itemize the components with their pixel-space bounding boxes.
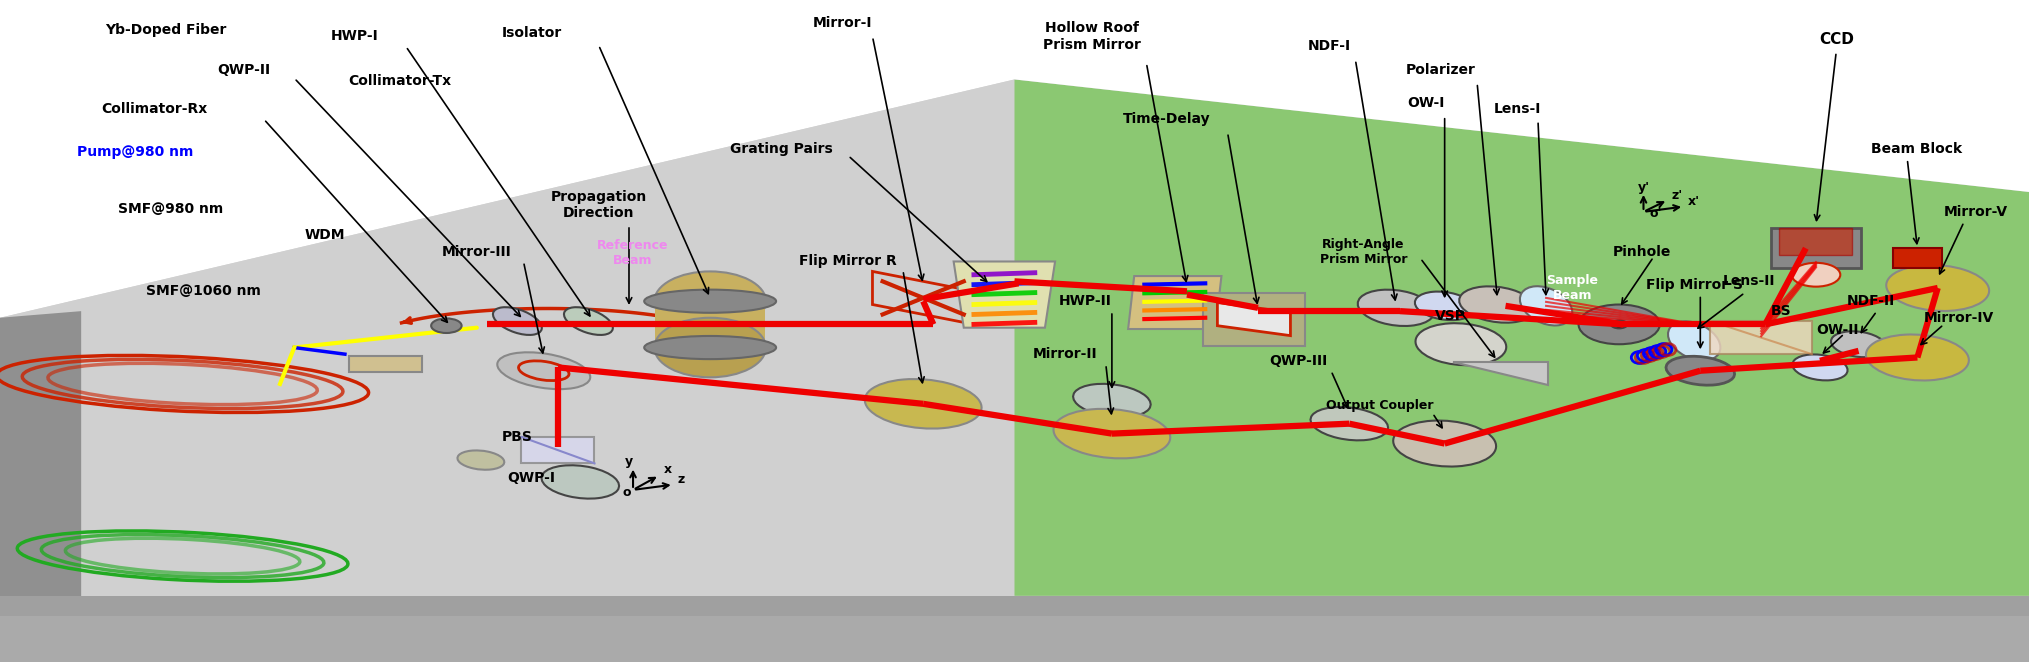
Text: Lens-I: Lens-I — [1493, 102, 1542, 117]
Polygon shape — [0, 311, 81, 616]
Text: QWP-III: QWP-III — [1270, 354, 1327, 368]
Ellipse shape — [542, 465, 619, 498]
Text: BS: BS — [1771, 304, 1792, 318]
Polygon shape — [872, 271, 974, 324]
Ellipse shape — [1416, 323, 1506, 365]
Polygon shape — [1128, 276, 1221, 329]
Ellipse shape — [1053, 409, 1171, 458]
Text: Propagation
Direction: Propagation Direction — [550, 190, 647, 220]
Text: Isolator: Isolator — [501, 26, 562, 40]
Polygon shape — [0, 0, 2029, 318]
Polygon shape — [1014, 79, 2029, 596]
Text: Flip Mirror S: Flip Mirror S — [1646, 277, 1743, 292]
Polygon shape — [1453, 362, 1548, 385]
Text: Mirror-V: Mirror-V — [1944, 205, 2009, 219]
Ellipse shape — [1792, 263, 1840, 287]
Text: QWP-I: QWP-I — [507, 471, 556, 485]
Ellipse shape — [1887, 265, 1988, 311]
Text: x: x — [663, 463, 672, 477]
Ellipse shape — [1579, 305, 1660, 344]
Text: Output Coupler: Output Coupler — [1327, 399, 1432, 412]
Ellipse shape — [645, 336, 775, 359]
Text: OW-II: OW-II — [1816, 322, 1859, 337]
Bar — [655, 301, 765, 348]
Text: Yb-Doped Fiber: Yb-Doped Fiber — [106, 23, 227, 37]
Ellipse shape — [457, 450, 505, 470]
Ellipse shape — [645, 290, 775, 312]
Bar — [1771, 228, 1861, 268]
Text: Polarizer: Polarizer — [1406, 62, 1475, 77]
Text: Pinhole: Pinhole — [1613, 244, 1672, 259]
Text: Beam Block: Beam Block — [1871, 142, 1962, 156]
Text: Sample
Beam: Sample Beam — [1546, 274, 1599, 302]
Text: o': o' — [1650, 207, 1662, 220]
Ellipse shape — [1414, 291, 1475, 320]
Polygon shape — [954, 261, 1055, 328]
Text: Lens-II: Lens-II — [1723, 274, 1775, 289]
Text: VSP: VSP — [1435, 309, 1467, 324]
Ellipse shape — [1668, 321, 1721, 361]
Text: Right-Angle
Prism Mirror: Right-Angle Prism Mirror — [1319, 238, 1408, 265]
Text: Collimator-Tx: Collimator-Tx — [349, 73, 450, 88]
Polygon shape — [0, 79, 2029, 616]
Ellipse shape — [653, 271, 767, 331]
Text: Mirror-III: Mirror-III — [442, 244, 511, 259]
Text: z: z — [678, 473, 686, 487]
Polygon shape — [1217, 303, 1290, 336]
Ellipse shape — [1311, 407, 1388, 440]
Text: y': y' — [1637, 181, 1650, 194]
Ellipse shape — [1520, 286, 1572, 326]
Ellipse shape — [1830, 331, 1887, 357]
Text: WDM: WDM — [304, 228, 345, 242]
Text: Mirror-I: Mirror-I — [812, 16, 872, 30]
Text: Grating Pairs: Grating Pairs — [730, 142, 832, 156]
Bar — [1893, 248, 1942, 268]
Text: QWP-II: QWP-II — [217, 62, 270, 77]
Text: x': x' — [1688, 195, 1700, 209]
Text: Time-Delay: Time-Delay — [1122, 112, 1211, 126]
Text: HWP-I: HWP-I — [331, 29, 379, 44]
Ellipse shape — [1792, 354, 1848, 381]
Text: CCD: CCD — [1818, 32, 1855, 47]
Text: HWP-II: HWP-II — [1059, 294, 1112, 308]
Text: y: y — [625, 455, 633, 468]
Text: Reference
Beam: Reference Beam — [597, 239, 670, 267]
Text: NDF-I: NDF-I — [1307, 39, 1351, 54]
Polygon shape — [0, 596, 2029, 616]
Ellipse shape — [1867, 334, 1968, 381]
Text: z': z' — [1672, 189, 1684, 202]
Text: Hollow Roof
Prism Mirror: Hollow Roof Prism Mirror — [1043, 21, 1140, 52]
Ellipse shape — [432, 318, 463, 333]
Ellipse shape — [1357, 290, 1435, 326]
Text: Mirror-II: Mirror-II — [1033, 347, 1098, 361]
Text: NDF-II: NDF-II — [1846, 294, 1895, 308]
Ellipse shape — [497, 352, 590, 389]
Text: SMF@980 nm: SMF@980 nm — [118, 201, 223, 216]
Text: Flip Mirror R: Flip Mirror R — [799, 254, 897, 269]
Bar — [1779, 228, 1852, 255]
Ellipse shape — [653, 318, 767, 377]
Ellipse shape — [1459, 287, 1536, 322]
Text: Collimator-Rx: Collimator-Rx — [101, 102, 207, 117]
Bar — [349, 356, 422, 372]
Text: PBS: PBS — [501, 430, 534, 444]
Ellipse shape — [1394, 420, 1495, 467]
Ellipse shape — [1611, 320, 1627, 328]
Ellipse shape — [864, 379, 982, 428]
Bar — [1203, 293, 1305, 346]
Bar — [521, 437, 594, 463]
Text: SMF@1060 nm: SMF@1060 nm — [146, 284, 262, 299]
Ellipse shape — [493, 307, 542, 335]
Bar — [1710, 321, 1812, 354]
Ellipse shape — [1073, 384, 1150, 417]
Ellipse shape — [564, 307, 613, 335]
Text: OW-I: OW-I — [1408, 95, 1445, 110]
Ellipse shape — [1666, 356, 1735, 385]
Text: Pump@980 nm: Pump@980 nm — [77, 145, 193, 160]
Text: o: o — [623, 487, 631, 500]
Text: Mirror-IV: Mirror-IV — [1923, 310, 1995, 325]
